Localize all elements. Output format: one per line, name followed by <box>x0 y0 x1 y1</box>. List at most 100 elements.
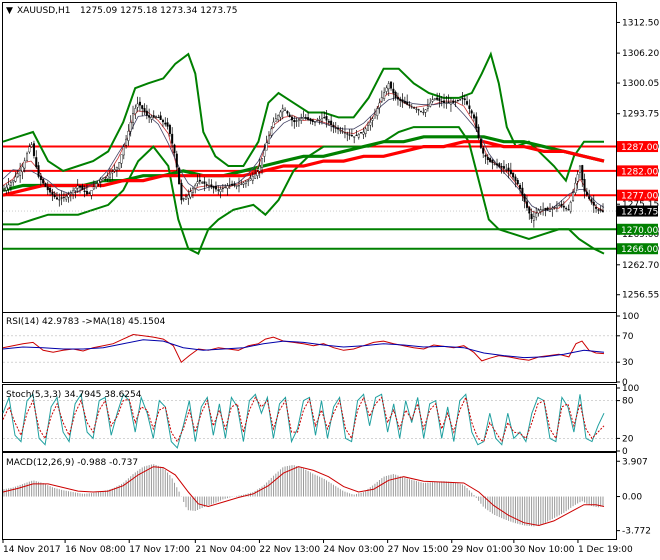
candle-body <box>549 209 552 212</box>
candle-body <box>433 98 436 100</box>
candle-body <box>150 117 153 120</box>
candle-body <box>592 201 595 206</box>
candle-body <box>261 158 264 168</box>
level-price-tag <box>617 189 658 201</box>
candle-body <box>256 171 259 176</box>
candle-body <box>279 111 282 118</box>
candle-body <box>62 197 65 199</box>
candle-body <box>371 118 374 121</box>
candle-body <box>498 163 501 167</box>
time-tick-label: 16 Nov 08:00 <box>65 545 126 555</box>
candle-body <box>475 116 478 129</box>
stoch-ytick-label: 20 <box>622 434 634 444</box>
macd-panel: 3.907 0.00 -3.772 <box>2 457 651 537</box>
candle-body <box>362 131 365 135</box>
candle-body <box>35 157 38 168</box>
candle-body <box>37 165 40 177</box>
time-tick-label: 29 Nov 01:00 <box>452 545 513 555</box>
stoch-ytick-label: 80 <box>622 397 634 407</box>
candle-body <box>3 189 6 191</box>
candle-body <box>74 187 77 191</box>
rsi-header: RSI(14) 42.9783 ->MA(18) 45.1504 <box>6 317 166 327</box>
candle-body <box>332 124 335 128</box>
price-ytick-label: 1262.70 <box>622 261 659 271</box>
candle-body <box>85 190 88 195</box>
ma-slow-line <box>2 140 605 197</box>
candle-body <box>69 192 72 195</box>
candle-body <box>30 144 33 147</box>
candle-body <box>270 128 273 136</box>
candle-body <box>459 99 462 101</box>
candle-body <box>537 210 540 214</box>
candle-body <box>385 87 388 92</box>
candle-body <box>49 187 52 193</box>
candle-body <box>263 150 266 157</box>
candle-body <box>392 88 395 94</box>
candle-body <box>394 91 397 99</box>
candle-body <box>343 132 346 134</box>
candle-body <box>364 128 367 134</box>
level-price-tag-label: 1287.00 <box>621 143 658 153</box>
candle-body <box>555 205 558 209</box>
candle-body <box>578 165 581 173</box>
candle-body <box>26 153 29 161</box>
candle-body <box>595 207 598 209</box>
candle-body <box>525 201 528 208</box>
candle-body <box>468 105 471 109</box>
candle-body <box>164 122 167 125</box>
candle-body <box>353 136 356 138</box>
candle-body <box>81 185 84 190</box>
candle-body <box>143 108 146 113</box>
candle-body <box>318 119 321 121</box>
candle-body <box>201 182 204 184</box>
candle-body <box>242 182 245 185</box>
candle-body <box>175 153 178 168</box>
candle-body <box>544 207 547 211</box>
candle-body <box>219 189 222 192</box>
candle-body <box>302 117 305 119</box>
rsi-ytick-label: 100 <box>622 312 639 322</box>
level-price-tag <box>617 223 658 235</box>
candle-body <box>350 135 353 137</box>
candle-body <box>560 203 563 207</box>
candle-body <box>28 146 31 153</box>
candle-body <box>466 101 469 105</box>
candle-body <box>380 97 383 102</box>
candle-body <box>454 101 457 103</box>
candle-body <box>249 178 252 181</box>
candle-body <box>558 204 561 207</box>
ma-short-red-line <box>2 92 605 214</box>
candle-body <box>378 102 381 108</box>
candle-body <box>39 175 42 181</box>
candle-body <box>337 127 340 130</box>
candle-body <box>376 108 379 116</box>
candle-body <box>325 116 328 121</box>
candle-body <box>120 154 123 164</box>
candle-body <box>277 115 280 120</box>
candle-body <box>44 183 47 187</box>
price-header-ohlc: 1275.09 1275.18 1273.34 1273.75 <box>80 6 237 16</box>
candle-body <box>415 108 418 110</box>
price-header-arrow[interactable]: ▼ <box>6 6 13 16</box>
candle-body <box>323 117 326 119</box>
level-price-tag-label: 1266.00 <box>621 245 658 255</box>
candle-body <box>320 117 323 122</box>
candle-body <box>300 118 303 121</box>
candle-body <box>254 173 257 179</box>
candle-body <box>187 195 190 199</box>
candle-body <box>512 172 515 178</box>
candle-body <box>327 121 330 123</box>
candle-body <box>330 120 333 125</box>
candle-body <box>367 125 370 131</box>
candle-body <box>16 173 19 177</box>
macd-ytick-label: 3.907 <box>622 457 648 467</box>
candle-body <box>304 117 307 119</box>
time-tick-label: 24 Nov 03:00 <box>324 545 385 555</box>
last-price-tag <box>617 205 658 217</box>
candle-body <box>231 183 234 186</box>
candle-body <box>373 113 376 119</box>
candle-body <box>562 205 565 208</box>
candle-body <box>484 155 487 157</box>
candle-body <box>422 112 425 114</box>
